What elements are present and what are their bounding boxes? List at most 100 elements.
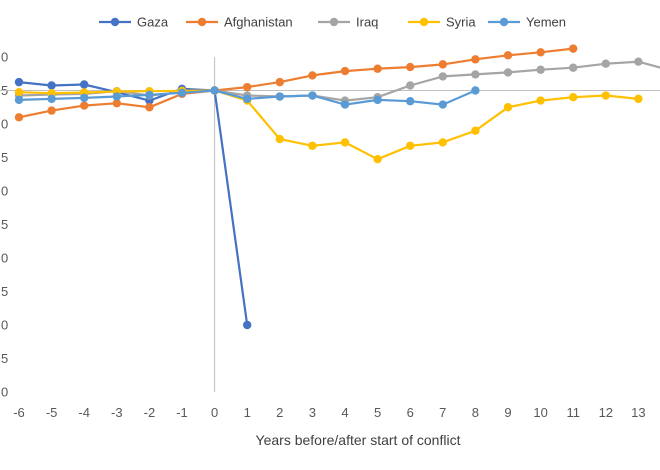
data-point-afghanistan [275,77,284,87]
data-point-yemen [14,95,24,105]
data-point-gaza [47,81,56,90]
legend-label: Afghanistan [224,15,293,30]
y-tick-label: 0 [1,50,8,65]
y-tick-label: 5 [1,284,8,299]
x-tick-label: 1 [244,405,251,420]
legend-label: Gaza [137,15,169,30]
data-point-yemen [471,86,480,95]
data-point-afghanistan [373,64,382,73]
x-tick-label: 0 [211,405,218,420]
data-point-afghanistan [503,51,513,60]
axes [0,57,660,392]
x-axis-tick-labels: -6-5-4-3-2-10123456789101112131 [13,405,645,420]
legend-label: Syria [446,15,476,30]
series-afghanistan [14,44,578,122]
data-point-yemen [210,86,219,95]
legend-marker [499,17,509,27]
y-tick-label: 0 [1,117,8,132]
legend-item-gaza: Gaza [99,15,169,30]
x-tick-label: 13 [631,405,645,420]
data-point-iraq [406,81,415,90]
data-point-iraq [536,65,545,74]
data-point-afghanistan [243,82,252,92]
legend-label: Yemen [526,15,566,30]
data-point-syria [438,138,447,147]
x-tick-label: 8 [472,405,479,420]
series-gaza [14,77,252,330]
data-point-syria [308,141,317,150]
legend-label: Iraq [356,15,378,30]
x-axis-label: Years before/after start of conflict [256,432,461,448]
data-point-syria [275,134,284,144]
data-point-afghanistan [47,106,56,115]
data-point-afghanistan [308,71,317,80]
data-point-syria [503,103,513,112]
legend-marker [197,17,207,27]
data-point-yemen [438,100,447,109]
x-tick-label: -1 [176,405,188,420]
data-point-yemen [373,95,382,105]
data-point-afghanistan [438,60,447,69]
data-point-syria [536,96,545,105]
data-point-yemen [243,94,252,104]
y-tick-label: 0 [1,318,8,333]
x-tick-label: -4 [78,405,90,420]
data-point-yemen [340,100,350,109]
data-point-syria [373,154,382,164]
y-tick-label: 0 [1,251,8,266]
data-point-syria [406,141,415,150]
y-tick-label: 5 [1,351,8,366]
legend-marker [419,17,429,27]
legend: Gaza Afghanistan Iraq Syria Yemen [99,15,566,30]
data-point-syria [14,87,24,97]
data-point-syria [634,94,643,104]
data-point-iraq [471,70,480,79]
legend-marker [329,17,339,27]
x-tick-label: 6 [407,405,414,420]
legend-item-syria: Syria [408,15,476,30]
x-tick-label: 11 [566,405,580,420]
x-tick-label: -2 [144,405,156,420]
y-tick-label: 0 [1,184,8,199]
x-tick-label: -5 [46,405,58,420]
data-point-iraq [601,59,610,68]
data-point-yemen [406,97,415,106]
data-point-afghanistan [406,62,415,72]
y-tick-label: 5 [1,217,8,232]
x-tick-label: 7 [439,405,446,420]
series-line-gaza [18,81,249,326]
x-tick-label: -6 [13,405,25,420]
data-point-yemen [145,90,154,100]
series-yemen [14,86,480,109]
data-point-gaza [243,320,252,330]
data-point-afghanistan [340,66,350,76]
x-tick-label: 9 [504,405,511,420]
series-syria [14,86,643,164]
y-tick-label: 0 [1,385,8,400]
data-point-afghanistan [112,99,122,108]
data-point-iraq [438,72,447,81]
data-point-afghanistan [536,48,545,57]
series-line-afghanistan [18,47,574,119]
y-tick-label: 5 [1,150,8,165]
data-point-iraq [503,68,513,77]
data-point-iraq [634,57,643,66]
legend-item-afghanistan: Afghanistan [186,15,293,30]
data-point-afghanistan [145,103,154,112]
series-line-syria [18,89,639,161]
data-point-syria [340,138,350,147]
legend-item-iraq: Iraq [318,15,378,30]
data-point-syria [601,91,610,100]
data-point-yemen [275,92,284,101]
data-point-yemen [177,88,187,98]
x-tick-label: 4 [341,405,348,420]
legend-marker [110,17,120,27]
x-tick-label: 5 [374,405,381,420]
data-point-afghanistan [14,113,24,122]
x-tick-label: 3 [309,405,316,420]
legend-item-yemen: Yemen [488,15,566,30]
data-point-syria [471,126,480,135]
data-point-afghanistan [80,101,89,110]
